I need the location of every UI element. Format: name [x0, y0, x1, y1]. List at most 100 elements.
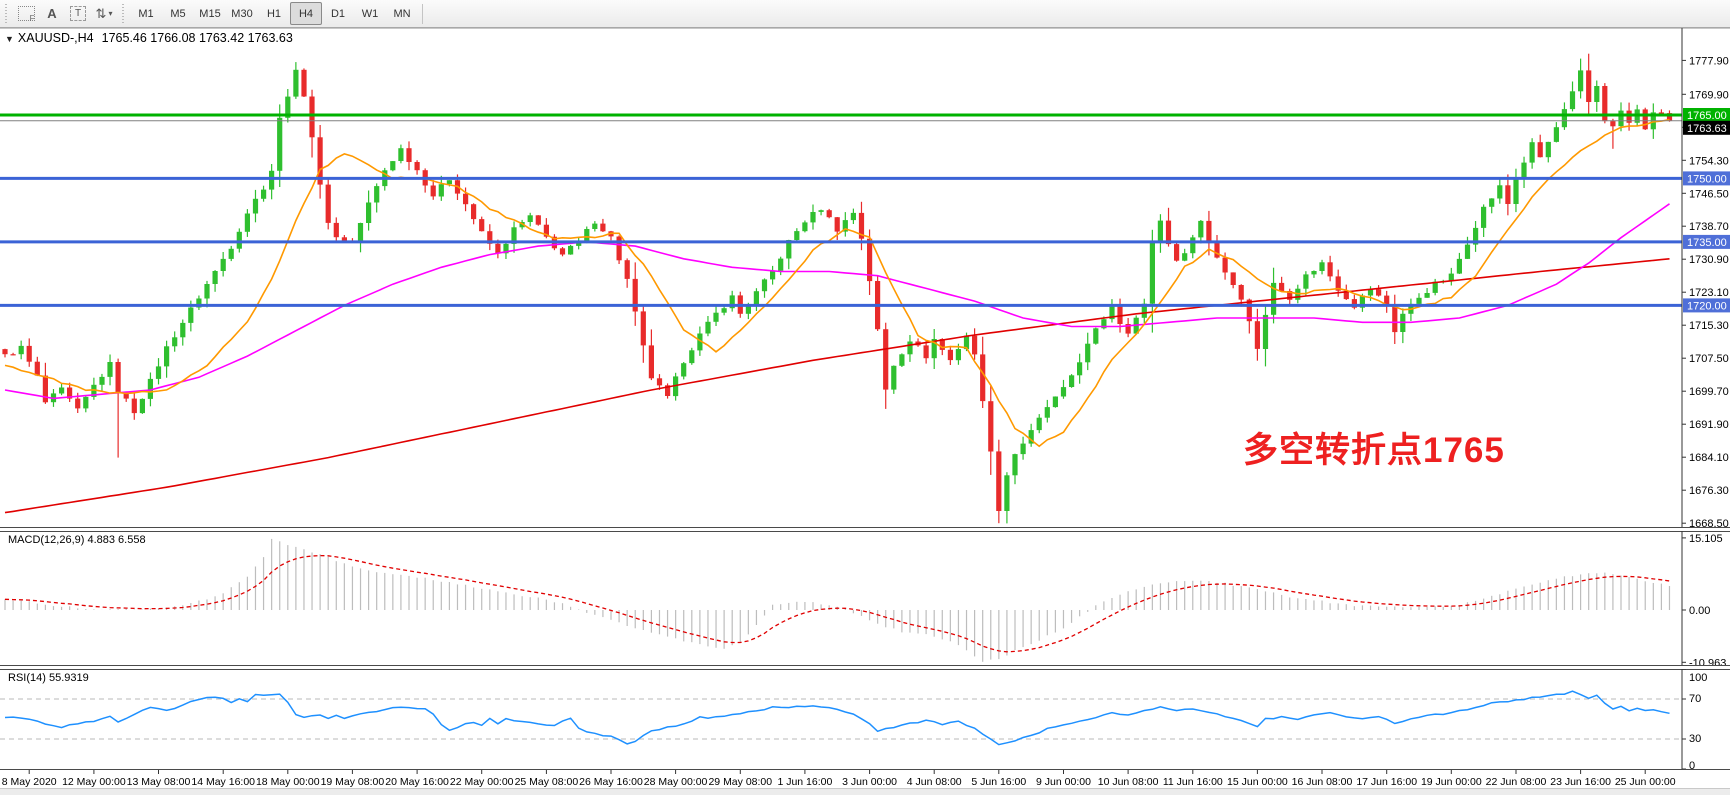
objects-list-icon: F	[17, 6, 35, 23]
rsi-tick-label: 0	[1689, 760, 1695, 770]
svg-text:1763.63: 1763.63	[1687, 123, 1727, 135]
svg-text:1765.00: 1765.00	[1687, 110, 1727, 122]
time-axis[interactable]: 8 May 2020 12 May 00:00 13 May 08:00 14 May…	[0, 770, 1730, 795]
text-box-icon: T	[70, 6, 86, 21]
price-tick-label: 1691.90	[1689, 419, 1729, 431]
price-tick-label: 1746.50	[1689, 188, 1729, 200]
ma-fast-orange	[4, 118, 1670, 448]
time-tick-label: 12 May 00:00	[62, 776, 126, 788]
timeframes-group: M1 M5 M15 M30 H1 H4 D1 W1 MN	[130, 2, 418, 25]
ma-slow-red	[4, 258, 1670, 514]
arrows-tool-icon[interactable]: ⇅ ▾	[92, 2, 116, 26]
tf-button-M30[interactable]: M30	[231, 7, 253, 20]
price-tick-label: 1777.90	[1689, 55, 1729, 67]
time-tick-label: 3 Jun 00:00	[842, 776, 897, 788]
tf-button-H1[interactable]: H1	[266, 7, 282, 20]
time-tick-label: 18 May 00:00	[256, 776, 320, 788]
time-tick-label: 22 Jun 08:00	[1486, 776, 1547, 788]
svg-text:1735.00: 1735.00	[1687, 237, 1727, 249]
time-tick-label: 28 May 00:00	[644, 776, 708, 788]
time-tick-label: 8 May 2020	[2, 776, 57, 788]
price-tick-label: 1668.50	[1689, 518, 1729, 528]
ohlc-values: 1765.46 1766.08 1763.42 1763.63	[101, 31, 293, 45]
price-badge-1765.00: 1765.00	[1683, 108, 1730, 122]
time-tick-label: 29 May 08:00	[708, 776, 772, 788]
time-tick-label: 16 Jun 08:00	[1292, 776, 1353, 788]
price-badge-1735.00: 1735.00	[1683, 234, 1730, 249]
text-label-icon: A	[47, 6, 57, 21]
macd-signal-line	[4, 554, 1670, 653]
time-tick-label: 20 May 16:00	[385, 776, 449, 788]
window-bottom-edge	[0, 788, 1730, 795]
time-tick-label: 19 May 08:00	[321, 776, 385, 788]
tf-button-M1[interactable]: M1	[138, 7, 154, 20]
price-tick-label: 1738.70	[1689, 221, 1729, 233]
text-box-icon[interactable]: T	[66, 2, 90, 26]
macd-panel-canvas[interactable]: 15.105 0.00 -10.963	[0, 531, 1730, 666]
price-tick-label: 1723.10	[1689, 287, 1729, 299]
macd-tick-label: 0.00	[1689, 605, 1710, 617]
ma-mid-magenta	[4, 203, 1670, 400]
price-tick-label: 1676.30	[1689, 485, 1729, 497]
chart-title: ▼ XAUUSD-,H4 1765.46 1766.08 1763.42 1763.…	[5, 31, 293, 45]
svg-text:1750.00: 1750.00	[1687, 173, 1727, 185]
price-tick-label: 1707.50	[1689, 353, 1729, 365]
toolbar: F A T ⇅ ▾ M1 M5 M15 M30 H1 H4 D1 W1 MN	[0, 0, 1730, 28]
tf-button-W1[interactable]: W1	[361, 7, 379, 20]
time-tick-label: 26 May 16:00	[579, 776, 643, 788]
text-label-icon[interactable]: A	[40, 2, 64, 26]
time-tick-label: 1 Jun 16:00	[777, 776, 832, 788]
price-tick-label: 1754.30	[1689, 155, 1729, 167]
price-badge-1720.00: 1720.00	[1683, 298, 1730, 313]
chart-text-annotation[interactable]: 多空转折点1765	[1243, 431, 1505, 470]
price-badge-1763.63: 1763.63	[1683, 120, 1730, 135]
rsi-line	[4, 690, 1670, 746]
symbol-label: XAUUSD-,H4	[17, 31, 94, 45]
time-tick-label: 22 May 00:00	[450, 776, 514, 788]
macd-histogram	[4, 538, 1671, 662]
time-tick-label: 15 Jun 00:00	[1227, 776, 1288, 788]
chevron-down-icon[interactable]: ▼	[5, 34, 14, 44]
time-tick-label: 4 Jun 08:00	[907, 776, 962, 788]
price-tick-label: 1684.10	[1689, 452, 1729, 464]
rsi-panel-canvas[interactable]: 100 70 30 0	[0, 669, 1730, 770]
objects-list-icon[interactable]: F	[14, 2, 38, 26]
toolbar-grip[interactable]	[120, 3, 127, 24]
time-tick-label: 25 Jun 00:00	[1615, 776, 1676, 788]
macd-label: MACD(12,26,9) 4.883 6.558	[8, 534, 146, 546]
macd-tick-label: 15.105	[1689, 533, 1723, 545]
chevron-down-icon: ▾	[108, 9, 113, 18]
time-tick-label: 10 Jun 08:00	[1098, 776, 1159, 788]
price-tick-label: 1715.30	[1689, 320, 1729, 332]
price-tick-label: 1730.90	[1689, 254, 1729, 266]
toolbar-separator	[422, 3, 423, 24]
rsi-tick-label: 30	[1689, 733, 1701, 745]
price-tick-label: 1699.70	[1689, 386, 1729, 398]
price-tick-label: 1769.90	[1689, 89, 1729, 101]
main-chart-canvas[interactable]: 1777.901769.901762.101754.301746.501738.…	[0, 28, 1730, 528]
svg-text:1720.00: 1720.00	[1687, 300, 1727, 312]
tf-button-M5[interactable]: M5	[170, 7, 186, 20]
price-badge-1750.00: 1750.00	[1683, 171, 1730, 186]
time-tick-label: 17 Jun 16:00	[1356, 776, 1417, 788]
time-tick-label: 9 Jun 00:00	[1036, 776, 1091, 788]
time-tick-label: 5 Jun 16:00	[971, 776, 1026, 788]
rsi-tick-label: 100	[1689, 672, 1707, 684]
time-tick-label: 11 Jun 16:00	[1163, 776, 1223, 788]
tf-button-MN[interactable]: MN	[393, 7, 411, 20]
time-tick-label: 25 May 08:00	[515, 776, 579, 788]
arrows-tool-icon: ⇅	[95, 5, 107, 21]
tf-button-D1[interactable]: D1	[330, 7, 346, 20]
time-tick-label: 13 May 08:00	[127, 776, 191, 788]
rsi-tick-label: 70	[1689, 693, 1701, 705]
drawing-tools-group: F A T ⇅ ▾	[13, 2, 117, 26]
time-tick-label: 23 Jun 16:00	[1550, 776, 1611, 788]
tf-button-M15[interactable]: M15	[199, 7, 221, 20]
toolbar-grip[interactable]	[3, 3, 10, 24]
time-tick-label: 14 May 16:00	[191, 776, 255, 788]
macd-tick-label: -10.963	[1689, 657, 1726, 666]
tf-button-H4[interactable]: H4	[290, 2, 322, 25]
time-tick-label: 19 Jun 00:00	[1421, 776, 1482, 788]
rsi-label: RSI(14) 55.9319	[8, 672, 89, 684]
